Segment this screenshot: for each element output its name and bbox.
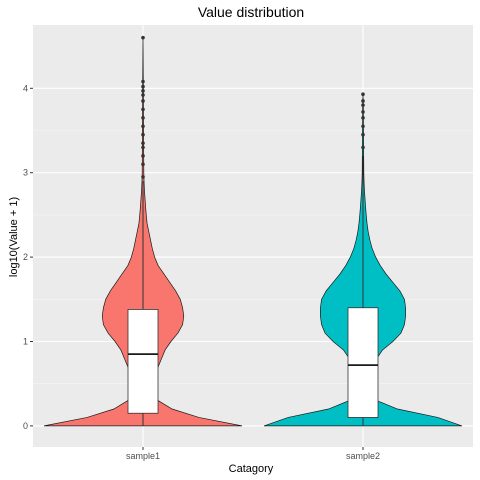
outlier-point: [361, 110, 365, 114]
violins: [43, 35, 463, 427]
outlier-point: [361, 99, 365, 103]
outlier-point: [141, 162, 145, 167]
y-tick-label: 0: [23, 421, 28, 431]
outlier-point: [141, 154, 145, 158]
outlier-point: [141, 175, 145, 179]
outlier-point: [141, 99, 145, 103]
outlier-point: [141, 79, 145, 84]
x-axis: sample1 sample2: [126, 447, 380, 461]
x-tick-label: sample1: [126, 451, 160, 461]
violin-sample1: [43, 35, 243, 427]
y-axis: 0 1 2 3 4: [23, 83, 33, 431]
outlier-point: [141, 84, 145, 89]
outlier-point: [141, 35, 145, 40]
y-tick-label: 4: [23, 83, 28, 93]
violin-sample2: [263, 92, 463, 427]
outlier-point: [141, 145, 145, 150]
plot-panel: [33, 25, 473, 447]
y-axis-title: log10(Value + 1): [8, 197, 20, 277]
outlier-point: [361, 132, 365, 137]
box: [347, 307, 379, 418]
box: [127, 309, 159, 414]
x-axis-title: Catagory: [229, 463, 274, 475]
outlier-point: [361, 92, 365, 97]
outlier-point: [141, 132, 145, 137]
chart-title: Value distribution: [198, 4, 304, 20]
outlier-point: [141, 89, 145, 93]
x-tick-label: sample2: [346, 451, 380, 461]
outlier-point: [361, 116, 365, 120]
outlier-point: [141, 141, 145, 145]
y-tick-label: 3: [23, 168, 28, 178]
outlier-point: [141, 93, 145, 97]
outlier-point: [141, 124, 145, 129]
outlier-point: [141, 116, 145, 120]
outlier-point: [361, 103, 365, 107]
y-tick-label: 1: [23, 337, 28, 347]
outlier-point: [141, 107, 145, 112]
outlier-point: [361, 124, 365, 129]
y-tick-label: 2: [23, 252, 28, 262]
outlier-point: [361, 145, 365, 150]
